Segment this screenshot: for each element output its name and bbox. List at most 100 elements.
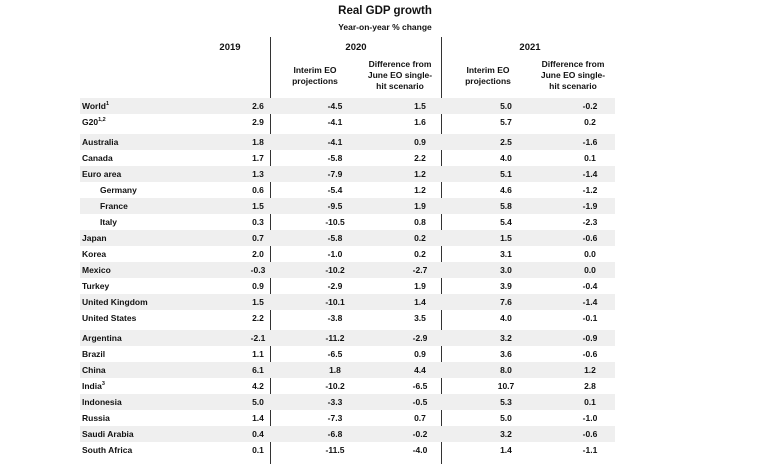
row-label: South Africa [82, 442, 132, 458]
cell-d2021: 0.1 [584, 153, 596, 163]
header-line: projections [465, 76, 511, 86]
table-row: Australia 1.8 -4.1 0.9 2.5 -1.6 [80, 134, 615, 150]
header-interim-2021: Interim EO projections [448, 65, 528, 87]
cell-d2020: 0.7 [414, 413, 426, 423]
cell-v2019: -2.1 [250, 333, 266, 343]
cell-i2021: 1.4 [500, 445, 512, 455]
cell-v2019: 0.9 [252, 281, 264, 291]
cell-i2020: -2.9 [327, 281, 343, 291]
country-name: France [100, 201, 128, 211]
cell-i2020: -1.0 [327, 249, 343, 259]
cell-i2021: 4.0 [500, 153, 512, 163]
row-label: World1 [82, 98, 109, 114]
cell-d2021: 1.2 [584, 365, 596, 375]
cell-i2021: 3.0 [500, 265, 512, 275]
country-name: Canada [82, 153, 113, 163]
table-row: Japan 0.7 -5.8 0.2 1.5 -0.6 [80, 230, 615, 246]
cell-v2019: 4.2 [252, 381, 264, 391]
table-row: Italy 0.3 -10.5 0.8 5.4 -2.3 [80, 214, 615, 230]
table-row: Argentina -2.1 -11.2 -2.9 3.2 -0.9 [80, 330, 615, 346]
country-name: Argentina [82, 333, 122, 343]
cell-d2020: 1.6 [414, 117, 426, 127]
table-row: Germany 0.6 -5.4 1.2 4.6 -1.2 [80, 182, 615, 198]
cell-d2020: 0.2 [414, 249, 426, 259]
header-2019: 2019 [219, 42, 241, 53]
cell-v2019: 1.4 [252, 413, 264, 423]
table-row: Euro area 1.3 -7.9 1.2 5.1 -1.4 [80, 166, 615, 182]
cell-i2021: 2.5 [500, 137, 512, 147]
cell-i2020: -6.5 [327, 349, 343, 359]
cell-v2019: 1.1 [252, 349, 264, 359]
row-label: Indonesia [82, 394, 122, 410]
cell-d2021: -0.9 [582, 333, 598, 343]
table-row: South Africa 0.1 -11.5 -4.0 1.4 -1.1 [80, 442, 615, 458]
cell-i2021: 3.2 [500, 429, 512, 439]
cell-v2019: 1.3 [252, 169, 264, 179]
cell-d2020: 0.8 [414, 217, 426, 227]
cell-v2019: 2.0 [252, 249, 264, 259]
table-row: China 6.1 1.8 4.4 8.0 1.2 [80, 362, 615, 378]
header-line: hit scenario [376, 81, 424, 91]
cell-i2021: 8.0 [500, 365, 512, 375]
country-name: Russia [82, 413, 110, 423]
table-row: G201,2 2.9 -4.1 1.6 5.7 0.2 [80, 114, 615, 130]
header-diff-2020: Difference from June EO single- hit scen… [358, 59, 442, 92]
header-line: Difference from [368, 59, 432, 69]
table-row: India3 4.2 -10.2 -6.5 10.7 2.8 [80, 378, 615, 394]
table-row: Mexico -0.3 -10.2 -2.7 3.0 0.0 [80, 262, 615, 278]
cell-d2020: 1.2 [414, 185, 426, 195]
row-label: United States [82, 310, 136, 326]
table-row: Canada 1.7 -5.8 2.2 4.0 0.1 [80, 150, 615, 166]
row-label: G201,2 [82, 114, 106, 130]
cell-i2021: 5.0 [500, 413, 512, 423]
cell-i2020: -5.8 [327, 153, 343, 163]
cell-v2019: 2.2 [252, 313, 264, 323]
cell-i2020: -7.9 [327, 169, 343, 179]
footnote-marker: 1,2 [98, 117, 106, 124]
country-name: China [82, 365, 106, 375]
header-2021: 2021 [519, 42, 541, 53]
cell-v2019: 0.4 [252, 429, 264, 439]
cell-i2021: 4.0 [500, 313, 512, 323]
cell-d2020: -0.2 [412, 429, 428, 439]
cell-d2021: -1.0 [582, 413, 598, 423]
cell-d2020: -2.7 [412, 265, 428, 275]
cell-d2020: 0.2 [414, 233, 426, 243]
country-name: South Africa [82, 445, 133, 455]
table-row: World1 2.6 -4.5 1.5 5.0 -0.2 [80, 98, 615, 114]
cell-d2021: -2.3 [582, 217, 598, 227]
row-label: Germany [100, 182, 137, 198]
row-label: Saudi Arabia [82, 426, 134, 442]
cell-d2020: 1.2 [414, 169, 426, 179]
header-2020: 2020 [345, 42, 367, 53]
table-row: Russia 1.4 -7.3 0.7 5.0 -1.0 [80, 410, 615, 426]
cell-i2021: 3.2 [500, 333, 512, 343]
country-name: Saudi Arabia [82, 429, 134, 439]
cell-i2021: 7.6 [500, 297, 512, 307]
row-label: Australia [82, 134, 118, 150]
cell-i2020: -10.5 [325, 217, 345, 227]
table-row: Indonesia 5.0 -3.3 -0.5 5.3 0.1 [80, 394, 615, 410]
cell-d2021: -0.2 [582, 101, 598, 111]
cell-d2021: -1.6 [582, 137, 598, 147]
cell-i2021: 3.6 [500, 349, 512, 359]
cell-i2020: -6.8 [327, 429, 343, 439]
cell-d2020: -0.5 [412, 397, 428, 407]
cell-d2020: -4.0 [412, 445, 428, 455]
cell-i2020: -3.8 [327, 313, 343, 323]
table-title: Real GDP growth [338, 5, 432, 17]
cell-d2020: 1.9 [414, 281, 426, 291]
cell-i2020: -5.8 [327, 233, 343, 243]
row-label: Mexico [82, 262, 111, 278]
cell-i2021: 5.7 [500, 117, 512, 127]
cell-i2020: -7.3 [327, 413, 343, 423]
cell-i2020: -4.5 [327, 101, 343, 111]
row-label: Japan [82, 230, 107, 246]
cell-v2019: 2.9 [252, 117, 264, 127]
cell-i2020: -4.1 [327, 117, 343, 127]
cell-i2021: 5.8 [500, 201, 512, 211]
cell-i2020: 1.8 [329, 365, 341, 375]
cell-i2021: 1.5 [500, 233, 512, 243]
cell-d2021: -1.1 [582, 445, 598, 455]
header-line: Interim EO [293, 65, 337, 75]
